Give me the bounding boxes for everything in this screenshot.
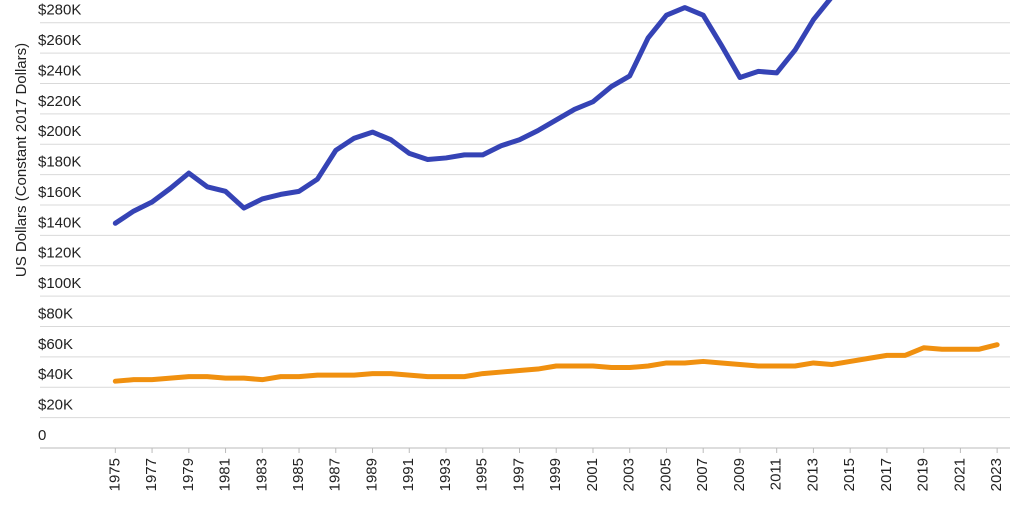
x-tick-label: 2009: [731, 458, 748, 491]
y-tick-label: $80K: [38, 305, 73, 322]
y-tick-label: $140K: [38, 214, 81, 231]
x-tick-label: 1997: [510, 458, 527, 491]
plot-area: [112, 0, 1000, 384]
x-tick-label: 2001: [584, 458, 601, 491]
x-tick-label: 2021: [951, 458, 968, 491]
x-tick-label: 1985: [290, 458, 307, 491]
x-tick-label: 1981: [217, 458, 234, 491]
x-tick-label: 2003: [621, 458, 638, 491]
y-tick-label: $260K: [38, 32, 81, 49]
x-tick-label: 2011: [768, 458, 785, 490]
y-tick-label: $220K: [38, 93, 81, 110]
y-tick-label: $120K: [38, 245, 81, 262]
y-tick-label: $100K: [38, 275, 81, 292]
x-tick-label: 2015: [841, 458, 858, 491]
y-axis-label: US Dollars (Constant 2017 Dollars): [13, 43, 30, 277]
y-tick-label: $180K: [38, 154, 81, 171]
x-tick-label: 1977: [143, 458, 160, 491]
x-tick-label: 1979: [180, 458, 197, 491]
x-tick-label: 1987: [327, 458, 344, 491]
x-tick-label: 1975: [106, 458, 123, 491]
x-tick-label: 1995: [474, 458, 491, 491]
y-tick-label: $40K: [38, 366, 73, 383]
x-tick-label: 1991: [400, 458, 417, 491]
y-tick-label: $240K: [38, 62, 81, 79]
x-tick-label: 2005: [657, 458, 674, 491]
y-tick-label: $200K: [38, 123, 81, 140]
x-tick-label: 2023: [988, 458, 1005, 491]
data-line: [112, 0, 833, 226]
y-tick-label: $160K: [38, 184, 81, 201]
y-tick-label: 0: [38, 427, 46, 444]
x-tick-label: 2007: [694, 458, 711, 491]
x-tick-label: 1993: [437, 458, 454, 491]
x-tick-label: 2019: [915, 458, 932, 491]
data-line: [112, 342, 1000, 384]
y-tick-label: $280K: [38, 2, 81, 19]
x-tick-label: 1989: [363, 458, 380, 491]
x-tick-label: 1983: [253, 458, 270, 491]
y-tick-label: $60K: [38, 336, 73, 353]
x-tick-label: 2017: [878, 458, 895, 491]
x-tick-label: 1999: [547, 458, 564, 491]
x-tick-label: 2013: [804, 458, 821, 491]
y-tick-label: $20K: [38, 397, 73, 414]
